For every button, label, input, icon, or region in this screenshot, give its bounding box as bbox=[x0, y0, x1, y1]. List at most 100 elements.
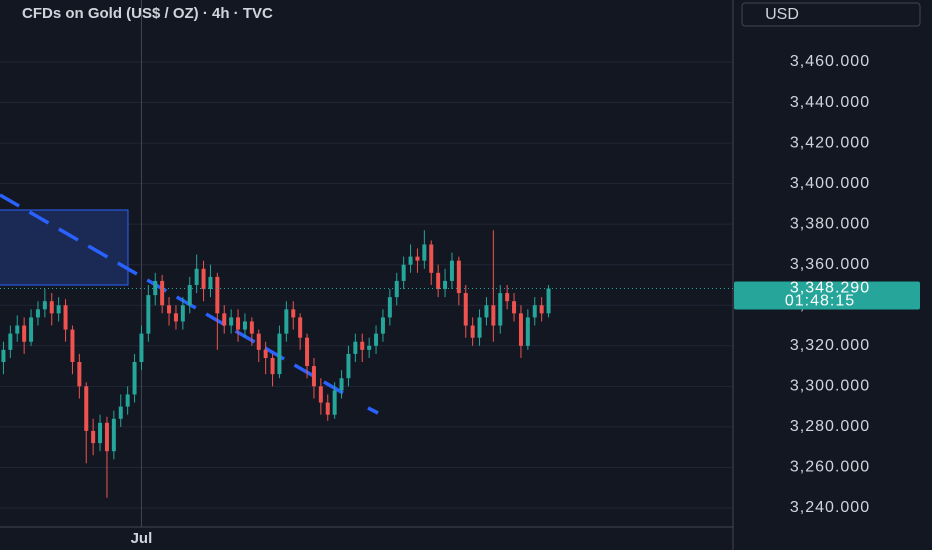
candle-body bbox=[263, 349, 268, 358]
candle-body bbox=[443, 280, 448, 290]
y-tick-label: 3,440.000 bbox=[790, 94, 870, 111]
candle-body bbox=[491, 305, 496, 326]
candle-body bbox=[484, 305, 489, 318]
zone-box bbox=[0, 209, 129, 286]
candle-body bbox=[63, 305, 68, 330]
candle-body bbox=[332, 390, 337, 415]
y-tick-label: 3,460.000 bbox=[790, 53, 870, 70]
candle-body bbox=[360, 341, 365, 350]
currency: USD bbox=[765, 6, 799, 23]
chart-title: CFDs on Gold (US$ / OZ) · 4h · TVC bbox=[22, 5, 273, 22]
candle-body bbox=[318, 386, 323, 403]
candle-body bbox=[546, 288, 551, 314]
candle-body bbox=[194, 268, 199, 285]
candle-body bbox=[56, 305, 61, 314]
candle-body bbox=[201, 268, 206, 290]
candle-body bbox=[305, 337, 310, 367]
candle-body bbox=[505, 293, 510, 302]
candle-body bbox=[339, 378, 344, 391]
candle-body bbox=[277, 333, 282, 375]
candle-body bbox=[353, 341, 358, 354]
candle-body bbox=[498, 293, 503, 326]
candle-body bbox=[187, 284, 192, 306]
candle-body bbox=[456, 260, 461, 294]
candle-body bbox=[146, 295, 151, 334]
candle-body bbox=[29, 317, 34, 342]
y-tick-label: 3,360.000 bbox=[790, 256, 870, 273]
candle-body bbox=[256, 333, 261, 350]
candle-body bbox=[118, 406, 123, 419]
x-tick-label: Jul bbox=[131, 530, 153, 547]
candle-body bbox=[436, 272, 441, 290]
candle-body bbox=[173, 313, 178, 322]
last-price: 3,348.290 bbox=[790, 280, 870, 297]
candle-body bbox=[284, 309, 289, 334]
y-tick-label: 3,380.000 bbox=[790, 215, 870, 232]
candle-body bbox=[249, 321, 254, 334]
candle-body bbox=[374, 333, 379, 346]
candle-body bbox=[242, 321, 247, 330]
candle-body bbox=[463, 293, 468, 326]
candle-body bbox=[429, 244, 434, 273]
candle-body bbox=[401, 264, 406, 281]
candle-body bbox=[470, 325, 475, 338]
candle-body bbox=[415, 256, 420, 261]
candle-body bbox=[49, 301, 54, 314]
candle-body bbox=[394, 280, 399, 298]
candle-body bbox=[229, 317, 234, 326]
candle-body bbox=[539, 305, 544, 314]
candle-body bbox=[518, 313, 523, 346]
candle-body bbox=[42, 301, 47, 310]
candle-body bbox=[153, 280, 158, 296]
trend-line bbox=[367, 406, 379, 415]
candle-body bbox=[422, 244, 427, 261]
candle-body bbox=[387, 297, 392, 318]
y-tick-label: 3,280.000 bbox=[790, 418, 870, 435]
candle-body bbox=[408, 256, 413, 265]
candle-body bbox=[160, 280, 165, 306]
candle-body bbox=[111, 418, 116, 452]
y-tick-label: 3,300.000 bbox=[790, 378, 870, 395]
candle-body bbox=[367, 345, 372, 350]
y-tick-label: 3,320.000 bbox=[790, 337, 870, 354]
candle-body bbox=[139, 333, 144, 363]
candle-body bbox=[325, 402, 330, 415]
candle-body bbox=[98, 422, 103, 444]
candle-body bbox=[22, 325, 27, 342]
y-tick-label: 3,260.000 bbox=[790, 459, 870, 476]
candle-body bbox=[132, 362, 137, 395]
candle-body bbox=[311, 366, 316, 387]
candle-body bbox=[215, 276, 220, 314]
price-box bbox=[734, 281, 920, 310]
candle-body bbox=[84, 386, 89, 431]
candle-body bbox=[525, 317, 530, 346]
candle-body bbox=[380, 317, 385, 334]
candle-body bbox=[291, 309, 296, 318]
candle-body bbox=[91, 430, 96, 444]
candle-body bbox=[15, 325, 20, 334]
candle-body bbox=[208, 276, 213, 290]
candle-body bbox=[532, 305, 537, 318]
y-axis: 3,240.000 3,260.000 3,280.000 3,300.000 3,32… bbox=[790, 53, 870, 516]
countdown: 01:48:15 bbox=[785, 293, 855, 310]
candle-body bbox=[1, 349, 6, 363]
candle-body bbox=[180, 305, 185, 322]
candle-body bbox=[346, 353, 351, 379]
candle-body bbox=[512, 301, 517, 314]
candle-body bbox=[35, 309, 40, 318]
candle-body bbox=[449, 260, 454, 281]
candle-body bbox=[167, 305, 172, 314]
candle-body bbox=[104, 422, 109, 452]
candles bbox=[1, 230, 551, 498]
candle-body bbox=[270, 357, 275, 375]
candle-body bbox=[222, 313, 227, 326]
candle-body bbox=[125, 394, 130, 407]
candle-body bbox=[477, 317, 482, 338]
y-tick-label: 3,420.000 bbox=[790, 134, 870, 151]
candle-body bbox=[8, 333, 13, 350]
currency-box bbox=[741, 2, 921, 27]
candle-body bbox=[236, 317, 241, 330]
candle-body bbox=[298, 317, 303, 338]
